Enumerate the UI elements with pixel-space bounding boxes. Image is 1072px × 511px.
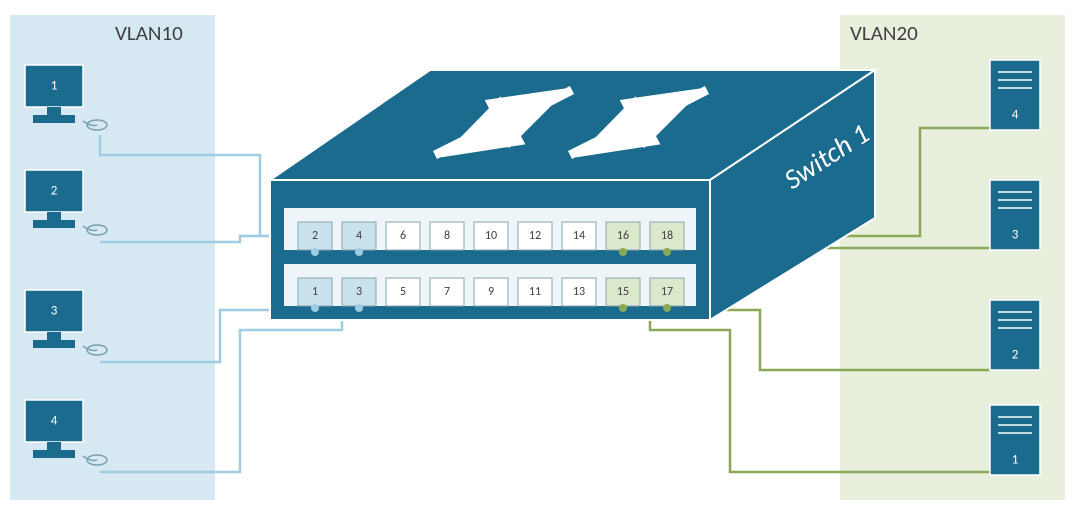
server-2: 2 <box>990 300 1040 370</box>
port-bot-9-label: 9 <box>488 285 494 299</box>
pc-3-num: 3 <box>51 304 58 319</box>
server-4: 4 <box>990 60 1040 130</box>
pc-2-num: 2 <box>51 184 58 199</box>
port-bot-11-label: 11 <box>529 285 541 299</box>
server-1-num: 1 <box>1012 453 1019 468</box>
port-top-12-label: 12 <box>529 229 541 243</box>
port-bot-5-label: 5 <box>400 285 406 299</box>
port-dot-4 <box>355 248 363 256</box>
port-dot-15 <box>619 304 627 312</box>
port-top-6-label: 6 <box>400 229 406 243</box>
port-dot-16 <box>619 248 627 256</box>
pc-4-num: 4 <box>51 414 58 429</box>
diagram-svg: Switch 124681012141618135791113151712344… <box>0 0 1072 511</box>
port-top-18-label: 18 <box>661 229 673 243</box>
port-top-8-label: 8 <box>444 229 450 243</box>
server-2-num: 2 <box>1012 348 1019 363</box>
vlan10-label: VLAN10 <box>115 20 183 46</box>
server-4-num: 4 <box>1012 108 1019 123</box>
port-bot-1-label: 1 <box>312 285 318 299</box>
vlan20-label: VLAN20 <box>850 20 918 46</box>
port-top-4-label: 4 <box>356 229 362 243</box>
port-top-10-label: 10 <box>485 229 497 243</box>
pc-1-num: 1 <box>51 79 58 94</box>
port-bot-17-label: 17 <box>661 285 673 299</box>
port-dot-3 <box>355 304 363 312</box>
port-top-14-label: 14 <box>573 229 585 243</box>
port-top-2-label: 2 <box>312 229 318 243</box>
diagram-canvas: Switch 124681012141618135791113151712344… <box>0 0 1072 511</box>
port-bot-15-label: 15 <box>617 285 629 299</box>
port-dot-18 <box>663 248 671 256</box>
port-dot-17 <box>663 304 671 312</box>
port-bot-7-label: 7 <box>444 285 450 299</box>
port-bot-13-label: 13 <box>573 285 585 299</box>
port-top-16-label: 16 <box>617 229 629 243</box>
port-dot-1 <box>311 304 319 312</box>
server-3: 3 <box>990 180 1040 250</box>
port-bot-3-label: 3 <box>356 285 362 299</box>
server-3-num: 3 <box>1012 228 1019 243</box>
port-dot-2 <box>311 248 319 256</box>
server-1: 1 <box>990 405 1040 475</box>
